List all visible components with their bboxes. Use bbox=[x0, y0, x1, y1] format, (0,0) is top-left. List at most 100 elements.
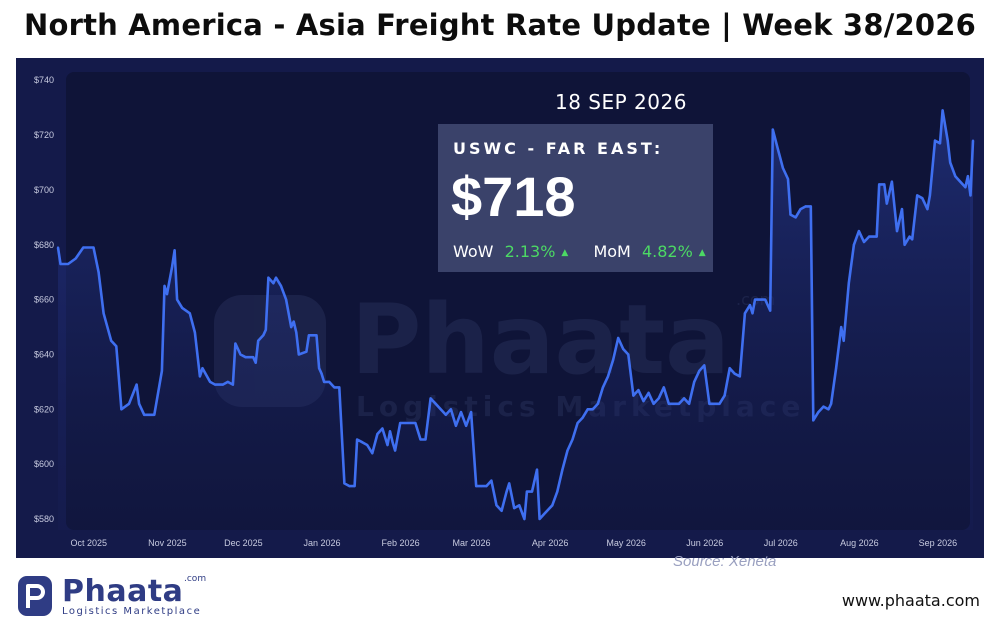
data-point bbox=[404, 421, 407, 425]
data-point bbox=[627, 353, 630, 356]
data-point bbox=[356, 438, 359, 441]
data-point bbox=[262, 334, 265, 337]
data-point bbox=[657, 397, 660, 400]
data-point bbox=[272, 282, 275, 285]
data-point bbox=[409, 421, 412, 425]
data-point bbox=[875, 235, 878, 238]
y-tick-label: $660 bbox=[34, 295, 54, 305]
data-point bbox=[424, 438, 427, 441]
data-point bbox=[226, 380, 229, 383]
data-point bbox=[459, 411, 463, 414]
data-point bbox=[376, 432, 379, 436]
data-point bbox=[781, 166, 785, 170]
data-point bbox=[209, 380, 212, 383]
data-point bbox=[895, 230, 899, 233]
data-point bbox=[244, 356, 247, 359]
data-point bbox=[637, 389, 640, 392]
data-point bbox=[769, 309, 772, 312]
data-point bbox=[305, 350, 308, 353]
x-tick-label: Oct 2025 bbox=[71, 538, 108, 548]
data-point bbox=[110, 339, 113, 342]
data-point bbox=[903, 243, 906, 246]
data-point bbox=[612, 358, 615, 362]
data-point bbox=[703, 364, 706, 367]
logo-tagline: Logistics Marketplace bbox=[62, 606, 202, 617]
x-tick-label: Jan 2026 bbox=[303, 538, 340, 548]
data-point bbox=[857, 230, 861, 233]
data-point bbox=[890, 180, 894, 183]
rate-value: $718 bbox=[451, 165, 576, 228]
data-point bbox=[667, 402, 670, 405]
data-point bbox=[388, 430, 392, 433]
data-point bbox=[348, 485, 351, 488]
data-point bbox=[964, 186, 967, 189]
data-point bbox=[165, 293, 169, 296]
data-point bbox=[677, 402, 681, 405]
data-point bbox=[371, 452, 374, 455]
data-point bbox=[908, 235, 911, 238]
data-point bbox=[500, 509, 503, 512]
wow-label: WoW bbox=[453, 242, 494, 261]
y-tick-label: $680 bbox=[34, 240, 54, 250]
data-point bbox=[586, 408, 589, 411]
data-point bbox=[596, 402, 600, 405]
data-point bbox=[343, 482, 346, 485]
data-point bbox=[708, 402, 711, 405]
data-point bbox=[827, 408, 830, 411]
data-point bbox=[135, 383, 138, 386]
data-point bbox=[201, 367, 204, 370]
data-point bbox=[518, 504, 521, 507]
data-point bbox=[812, 419, 815, 422]
lane-label: USWC - FAR EAST: bbox=[453, 139, 664, 158]
data-point bbox=[449, 408, 452, 411]
data-point bbox=[723, 394, 726, 397]
x-tick-label: Nov 2025 bbox=[148, 538, 187, 548]
data-point bbox=[285, 298, 288, 301]
data-point bbox=[647, 391, 650, 394]
footer-logo[interactable]: Phaata .com Logistics Marketplace bbox=[16, 574, 216, 618]
website-link[interactable]: www.phaata.com bbox=[841, 591, 980, 610]
x-tick-label: Mar 2026 bbox=[453, 538, 491, 548]
y-tick-label: $580 bbox=[34, 514, 54, 524]
data-point bbox=[885, 202, 888, 205]
data-point bbox=[543, 512, 546, 515]
data-point bbox=[835, 367, 838, 370]
data-point bbox=[971, 139, 975, 142]
data-point bbox=[718, 402, 721, 405]
x-tick-label: Jun 2026 bbox=[686, 538, 723, 548]
data-point bbox=[847, 282, 850, 285]
data-point bbox=[571, 438, 574, 441]
x-axis: Oct 2025 Nov 2025 Dec 2025 Jan 2026 Feb 2026… bbox=[71, 538, 958, 548]
data-point bbox=[878, 183, 881, 186]
data-point bbox=[465, 424, 468, 427]
data-point bbox=[163, 284, 166, 287]
data-point bbox=[868, 235, 871, 238]
data-point bbox=[82, 246, 85, 249]
data-point bbox=[759, 298, 762, 301]
data-point bbox=[601, 386, 605, 389]
data-point bbox=[771, 128, 774, 131]
series-points bbox=[56, 109, 975, 521]
phaata-logo-icon bbox=[18, 576, 52, 616]
y-tick-label: $720 bbox=[34, 130, 54, 140]
data-point bbox=[315, 334, 318, 337]
data-point bbox=[264, 328, 267, 331]
data-point bbox=[221, 383, 224, 386]
series-line bbox=[56, 109, 975, 521]
data-point bbox=[941, 109, 944, 112]
data-point bbox=[333, 386, 336, 389]
data-point bbox=[138, 402, 141, 405]
data-point bbox=[153, 413, 156, 416]
y-tick-label: $620 bbox=[34, 404, 54, 414]
data-point bbox=[794, 216, 797, 219]
data-point bbox=[606, 375, 610, 378]
data-point bbox=[485, 485, 488, 488]
data-point bbox=[475, 485, 478, 488]
data-point bbox=[505, 490, 508, 493]
data-point bbox=[789, 213, 792, 216]
data-point bbox=[900, 208, 904, 211]
data-point bbox=[307, 334, 310, 337]
data-point bbox=[921, 197, 924, 200]
data-point bbox=[776, 147, 779, 150]
y-tick-label: $740 bbox=[34, 75, 54, 85]
